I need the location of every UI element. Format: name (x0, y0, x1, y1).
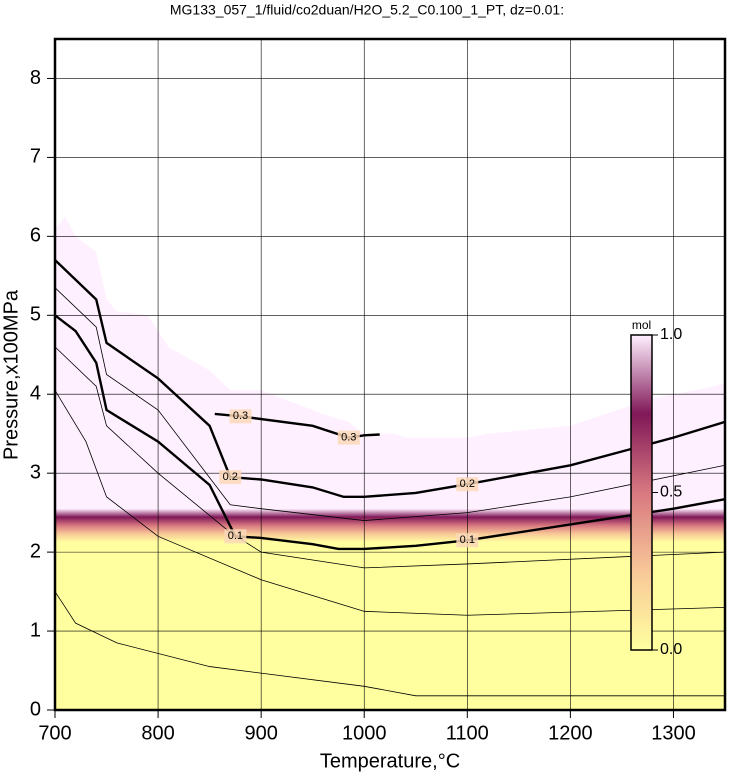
x-tick-label: 900 (244, 722, 277, 744)
contour-label: 0.2 (223, 471, 238, 483)
contour-label: 0.1 (228, 530, 243, 542)
chart-title: MG133_057_1/fluid/co2duan/H2O_5.2_C0.100… (170, 2, 564, 18)
x-tick-label: 1100 (446, 722, 489, 744)
contour-label: 0.3 (341, 432, 356, 444)
colorbar-tick-label: 1.0 (660, 326, 682, 343)
contour-label-bg (337, 430, 360, 445)
y-tick-label: 1 (30, 619, 41, 641)
contour-label: 0.1 (460, 534, 475, 546)
y-tick-label: 3 (30, 461, 41, 483)
colorbar-title: mol (632, 318, 651, 332)
contour-label-bg (219, 470, 242, 485)
contour-line (54, 287, 726, 521)
x-tick-label: 1200 (548, 722, 593, 744)
x-tick-label: 700 (38, 722, 71, 744)
contour-label-bg (456, 533, 479, 548)
x-tick-label: 1000 (342, 722, 387, 744)
contour-label-bg (456, 477, 479, 492)
colorbar (630, 334, 653, 651)
contour-line (54, 390, 726, 616)
contour-line (54, 314, 726, 551)
contour-label: 0.3 (233, 410, 248, 422)
fluid-region (55, 216, 725, 710)
contour-line (54, 259, 726, 499)
y-tick-label: 6 (30, 225, 41, 247)
plot-frame (53, 37, 727, 712)
y-tick-label: 5 (30, 304, 41, 326)
contour-label-bg (229, 409, 252, 424)
contour-label-bg (224, 529, 247, 544)
y-tick-label: 4 (30, 383, 41, 405)
y-tick-label: 0 (30, 698, 41, 720)
colorbar-tick-label: 0.0 (660, 641, 682, 658)
y-tick-label: 7 (30, 146, 41, 168)
y-tick-label: 8 (30, 67, 41, 89)
x-tick-label: 800 (141, 722, 174, 744)
colorbar-tick-label: 0.5 (660, 484, 682, 501)
x-tick-label: 1300 (651, 722, 696, 744)
contour-label: 0.2 (460, 478, 475, 490)
y-axis-title: Pressure,x100MPa (0, 289, 22, 460)
contour-line (54, 591, 725, 697)
x-axis-title: Temperature,°C (320, 750, 460, 772)
y-tick-label: 2 (30, 540, 41, 562)
